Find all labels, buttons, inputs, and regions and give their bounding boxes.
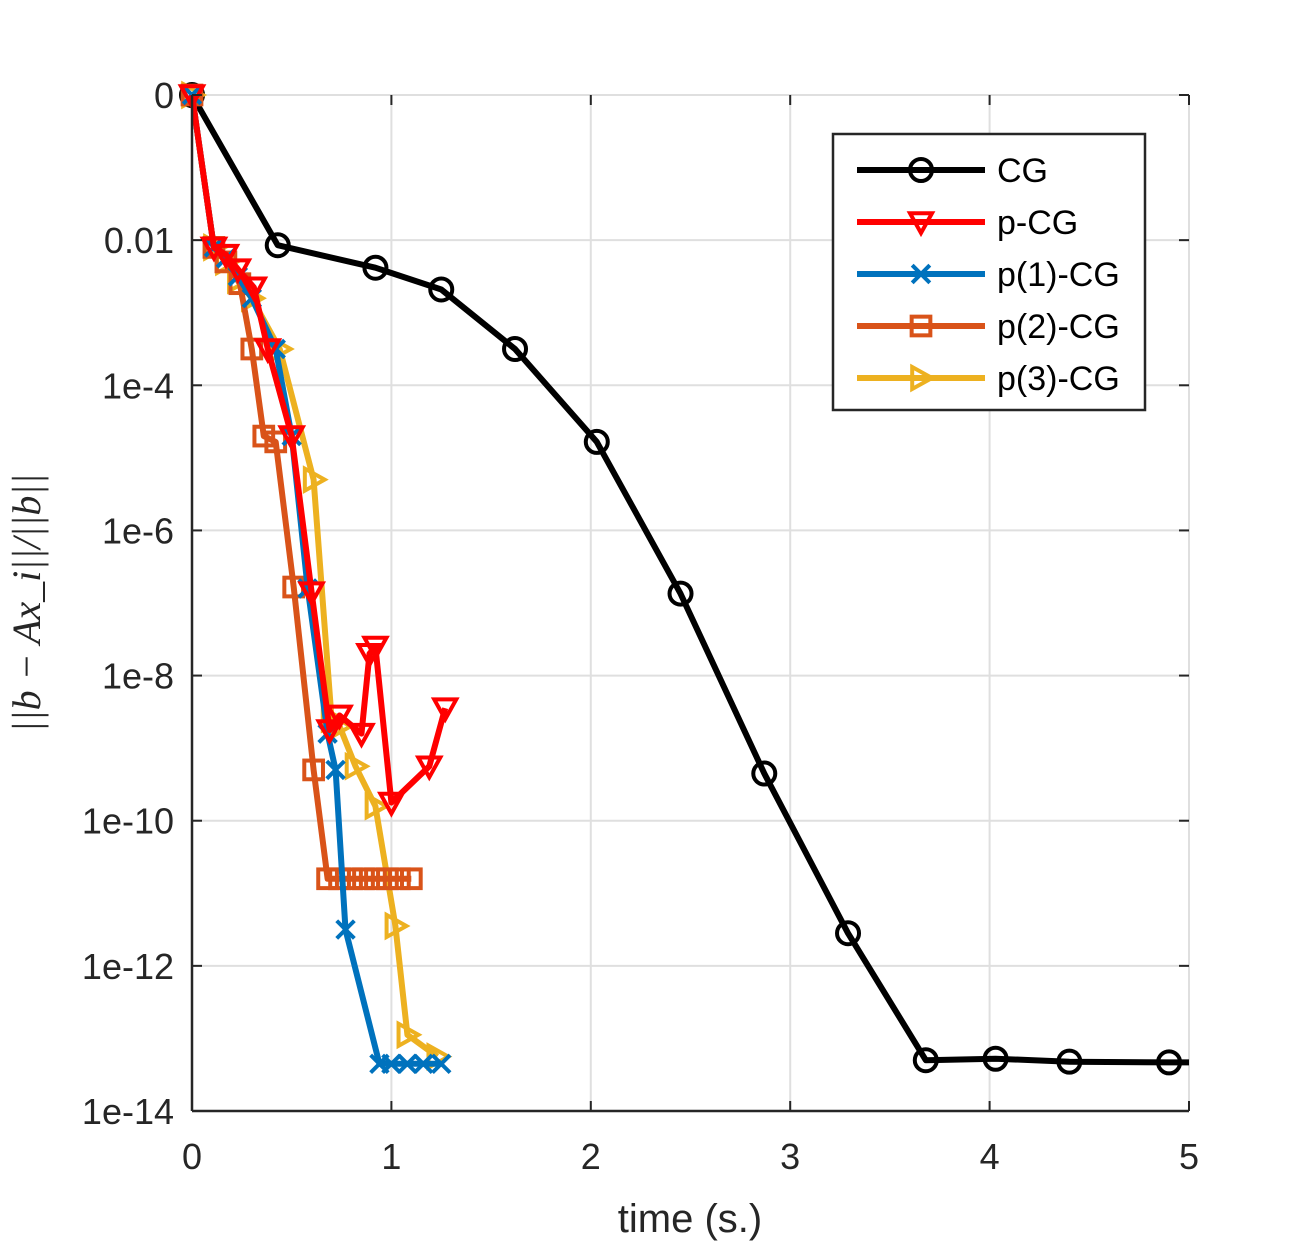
- square-marker: [364, 867, 387, 891]
- circle-marker: [362, 254, 389, 281]
- y-tick-label: 1e-12: [82, 946, 174, 987]
- x-tick-label: 0: [182, 1136, 202, 1177]
- legend: CG p-CG p(1)-CG p(2)-CG p(3)-CG: [831, 132, 1147, 412]
- triangle-down-marker: [430, 697, 460, 724]
- circle-marker: [751, 760, 778, 787]
- circle-marker: [1056, 1048, 1083, 1075]
- y-tick-label: 1e-14: [82, 1091, 174, 1132]
- x-marker: [397, 1053, 418, 1075]
- square-marker: [252, 424, 276, 448]
- y-tick-label: 0: [154, 75, 174, 116]
- x-marker: [325, 759, 346, 781]
- triangle-down-marker: [347, 722, 376, 749]
- triangle-down-marker: [223, 258, 253, 285]
- y-tick-label: 1e-8: [102, 656, 174, 697]
- legend-item: p(1)-CG: [857, 256, 1120, 294]
- x-tick-label: 1: [381, 1136, 401, 1177]
- y-tick-label: 0.01: [104, 220, 174, 261]
- square-marker: [302, 758, 325, 782]
- circle-marker: [835, 920, 862, 947]
- triangle-down-marker: [906, 211, 936, 238]
- y-axis-label: ||b − Ax_i||/||b||: [4, 474, 49, 733]
- triangle-right-marker: [344, 751, 371, 781]
- x-tick-label: 4: [980, 1136, 1000, 1177]
- series-p-CG: [177, 84, 460, 818]
- triangle-down-marker: [315, 719, 344, 746]
- triangle-right-marker: [364, 791, 391, 821]
- legend-item: CG: [857, 152, 1048, 190]
- legend-label: p(1)-CG: [997, 256, 1120, 294]
- legend-label: p-CG: [997, 204, 1078, 242]
- triangle-down-marker: [239, 276, 269, 303]
- triangle-right-marker: [396, 1020, 423, 1050]
- circle-marker: [982, 1045, 1009, 1072]
- circle-marker: [912, 1047, 939, 1074]
- square-marker: [388, 867, 411, 891]
- triangle-right-marker: [910, 363, 937, 393]
- legend-label: p(2)-CG: [997, 308, 1120, 346]
- square-marker: [376, 867, 399, 891]
- legend-label: p(3)-CG: [997, 360, 1120, 398]
- series-layer: [177, 80, 1189, 1076]
- triangle-down-marker: [297, 581, 327, 608]
- square-marker: [352, 867, 375, 891]
- y-tick-label: 1e-6: [102, 510, 174, 551]
- triangle-down-marker: [277, 425, 307, 452]
- y-tick-label: 1e-4: [102, 365, 174, 406]
- square-marker: [316, 867, 339, 891]
- legend-item: p(2)-CG: [857, 308, 1120, 346]
- triangle-down-marker: [325, 704, 354, 731]
- triangle-down-marker: [414, 755, 444, 782]
- legend-item: p-CG: [857, 204, 1078, 242]
- x-tick-label: 2: [581, 1136, 601, 1177]
- axes: [190, 94, 1190, 1113]
- x-marker: [335, 919, 356, 940]
- triangle-down-marker: [199, 236, 229, 263]
- circle-marker: [908, 157, 934, 183]
- triangle-down-marker: [361, 635, 390, 662]
- triangle-down-marker: [377, 791, 406, 818]
- x-marker: [413, 1053, 434, 1075]
- triangle-right-marker: [302, 465, 329, 495]
- square-marker: [399, 867, 423, 891]
- x-axis-label: time (s.): [618, 1197, 762, 1241]
- square-marker: [909, 314, 933, 338]
- legend-item: p(3)-CG: [857, 360, 1120, 398]
- legend-label: CG: [997, 152, 1048, 190]
- tick-labels: 0 1 2 3 4 5 0 0.01 1e-4 1e-6 1e-8 1e-10 1e-12 1e-14: [82, 75, 1199, 1177]
- x-tick-label: 5: [1179, 1136, 1199, 1177]
- triangle-down-marker: [177, 84, 207, 111]
- circle-marker: [1156, 1049, 1183, 1076]
- triangle-down-marker: [211, 243, 241, 270]
- circle-marker: [428, 276, 455, 303]
- circle-marker: [502, 336, 529, 362]
- x-marker: [910, 263, 932, 285]
- triangle-right-marker: [384, 911, 411, 941]
- circle-marker: [583, 428, 610, 455]
- circle-marker: [264, 232, 291, 259]
- y-tick-label: 1e-10: [82, 801, 174, 842]
- circle-marker: [667, 580, 694, 607]
- x-marker: [381, 1053, 402, 1075]
- x-tick-label: 3: [780, 1136, 800, 1177]
- x-marker: [431, 1053, 452, 1075]
- triangle-down-marker: [253, 338, 283, 365]
